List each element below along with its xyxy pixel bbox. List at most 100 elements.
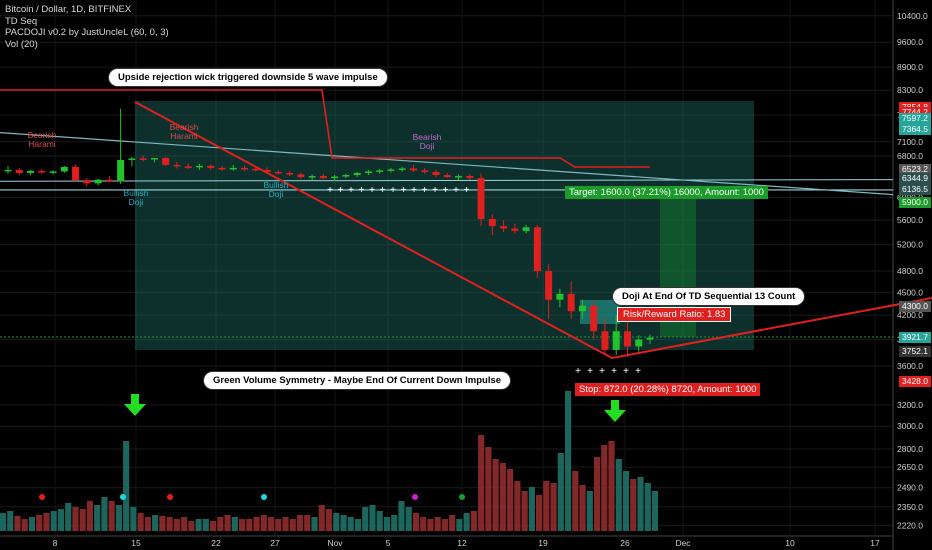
price-axis-label: 3428.0	[899, 376, 931, 388]
y-tick-label: 2650.0	[897, 462, 923, 472]
volume-bar	[651, 491, 659, 531]
volume-bar	[564, 391, 572, 531]
volume-bar	[333, 513, 340, 531]
candle-body	[218, 167, 226, 170]
volume-bar	[405, 507, 412, 531]
volume-bar	[550, 483, 557, 531]
legend-symbol[interactable]: Bitcoin / Dollar, 1D, BITFINEX	[5, 4, 132, 15]
candle-body	[229, 167, 237, 170]
support-line-2	[0, 179, 894, 182]
volume-bar	[441, 519, 448, 531]
volume-bar	[521, 491, 528, 531]
y-tick-label: 8300.0	[897, 85, 923, 95]
candle-body	[263, 169, 271, 172]
volume-bar	[470, 511, 477, 531]
candle-body	[353, 172, 361, 176]
plus-marker: +	[348, 185, 354, 196]
volume-bar	[0, 513, 7, 531]
plus-marker: +	[390, 185, 396, 196]
volume-signal-dot	[120, 494, 126, 500]
callout-rejection: Upside rejection wick triggered downside…	[108, 68, 388, 87]
volume-bar	[318, 505, 325, 531]
volume-bar	[354, 519, 362, 531]
y-tick-label: 8900.0	[897, 62, 923, 72]
volume-bar	[420, 517, 427, 531]
entry-zone	[580, 300, 620, 324]
legend-tdseq[interactable]: TD Seq	[5, 15, 38, 27]
candle-body	[342, 175, 350, 177]
volume-bar	[238, 519, 246, 531]
volume-bar	[311, 517, 318, 531]
price-axis-label: 7744.2	[899, 107, 931, 119]
volume-bar	[202, 519, 209, 531]
plus-marker: +	[432, 185, 438, 196]
y-tick-label: 10400.0	[897, 11, 928, 21]
candle-body	[4, 169, 12, 172]
volume-bar	[383, 517, 391, 531]
candle-body	[150, 157, 158, 160]
volume-bar	[50, 511, 57, 531]
volume-bar	[608, 441, 615, 531]
candle-body	[477, 178, 485, 219]
plus-marker: +	[453, 185, 459, 196]
volume-bar	[188, 521, 195, 531]
legend-pacdoji[interactable]: PACDOJI v0.2 by JustUncleL (60, 0, 3)	[5, 27, 169, 38]
y-tick-label: 4800.0	[897, 266, 923, 276]
candle-body	[488, 218, 496, 227]
y-tick-label: 7100.0	[897, 137, 923, 147]
plus-marker: +	[611, 366, 617, 377]
candle-body	[331, 176, 339, 179]
candle-body	[49, 171, 57, 173]
volume-bar	[246, 519, 253, 531]
candle-body	[590, 305, 598, 332]
volume-signal-dot	[39, 494, 45, 500]
x-tick-label: 15	[131, 538, 141, 548]
volume-bar	[449, 515, 456, 531]
volume-bar	[123, 441, 130, 531]
volume-bar	[304, 515, 311, 531]
risk-reward-label: Risk/Reward Ratio: 1.83	[617, 307, 732, 322]
candle-body	[27, 170, 35, 173]
plus-marker: +	[587, 366, 593, 377]
candle-body	[364, 171, 372, 173]
candle-body	[556, 293, 564, 300]
impulse-line	[134, 101, 932, 360]
volume-bar	[36, 515, 43, 531]
volume-bar	[173, 519, 180, 531]
y-tick-label: 3200.0	[897, 400, 923, 410]
y-tick-label: 9600.0	[897, 37, 923, 47]
volume-bar	[195, 519, 202, 531]
candle-body	[72, 166, 80, 181]
volume-bar	[224, 515, 231, 531]
candle-body	[387, 169, 395, 171]
volume-signal-dot	[261, 494, 267, 500]
candle-body	[421, 170, 429, 172]
x-tick-label: 26	[620, 538, 630, 548]
volume-bar	[543, 481, 550, 531]
volume-bar	[296, 515, 304, 531]
volume-bar	[340, 515, 347, 531]
callout-doji: Doji At End Of TD Sequential 13 Count	[612, 287, 806, 306]
volume-bar	[637, 477, 644, 531]
volume-bar	[260, 515, 267, 531]
candle-body	[195, 165, 203, 168]
pattern-label: Bearish Harami	[28, 130, 57, 149]
volume-bar	[485, 447, 492, 531]
volume-bar	[115, 505, 122, 531]
legend-volume[interactable]: Vol (20)	[5, 38, 38, 50]
plus-marker: +	[575, 366, 581, 377]
candle-body	[241, 167, 249, 170]
price-axis-label: 7597.2	[899, 113, 931, 125]
candle-body	[38, 170, 46, 173]
volume-bar	[499, 463, 506, 531]
volume-bar	[615, 459, 622, 531]
plus-marker: +	[422, 185, 428, 196]
volume-bar	[79, 509, 86, 531]
price-axis-label: 3752.1	[899, 346, 931, 358]
candle-body	[105, 179, 113, 182]
volume-bar	[622, 471, 630, 531]
volume-bar	[43, 513, 50, 531]
y-tick-label: 2490.0	[897, 483, 923, 493]
volume-bar	[463, 513, 470, 531]
